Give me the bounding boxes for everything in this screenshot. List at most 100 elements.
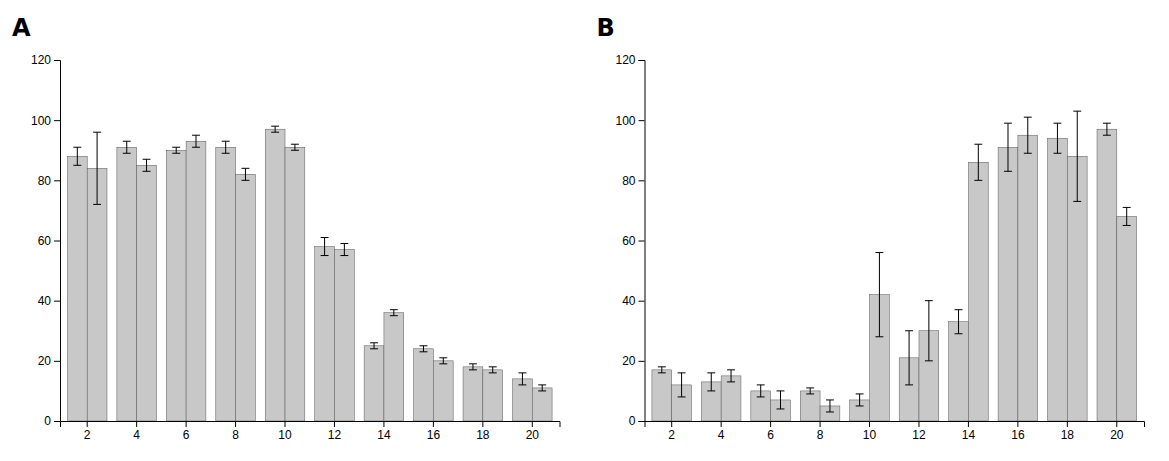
tick-mark [54,421,60,422]
error-bar [518,373,526,385]
tick-label: 20 [1110,428,1124,442]
error-bar [1073,111,1081,201]
tick-label: 8 [232,428,239,442]
bar [265,129,285,421]
tick-label: 10 [863,428,877,442]
error-bar [172,147,180,153]
tick-label: 10 [278,428,292,442]
tick-mark [639,361,645,362]
tick-label: 20 [622,354,636,368]
tick: 2 [668,421,675,442]
tick-label: 20 [38,354,52,368]
error-bar [1024,117,1032,153]
tick-mark [482,421,483,427]
tick-mark [639,241,645,242]
tick: 40 [622,294,644,308]
tick-mark [968,421,969,427]
tick-label: 80 [622,174,636,188]
x-axis: 2468101214161820 [61,421,561,442]
tick-mark [285,421,286,427]
bar [334,250,354,421]
error-bar [1123,207,1131,225]
error-bar [123,141,131,153]
tick: 100 [615,114,644,128]
tick-label: 100 [31,114,51,128]
axis-line [645,422,1145,428]
error-bar [905,331,913,385]
panel: 2468101214161820020406080100120A [12,14,560,442]
bar [652,370,672,421]
tick-mark [1116,421,1117,427]
tick-mark [54,241,60,242]
error-bar [271,126,279,132]
error-bar [469,364,477,370]
bar [721,376,741,421]
tick: 12 [912,421,926,442]
bar [1018,135,1038,421]
tick: 80 [38,174,60,188]
bar [532,388,552,421]
error-bar [707,373,715,391]
tick-label: 40 [622,294,636,308]
tick-mark [334,421,335,427]
tick-mark [54,60,60,61]
error-bar [340,244,348,256]
tick: 18 [1061,421,1075,442]
error-bar [291,144,299,150]
error-bar [826,400,834,412]
bar [384,313,404,421]
tick: 20 [38,354,60,368]
tick-label: 60 [622,234,636,248]
error-bar [390,310,398,316]
tick-label: 60 [38,234,52,248]
tick: 10 [863,421,877,442]
tick-mark [433,421,434,427]
tick: 120 [31,53,60,67]
tick-label: 120 [31,53,51,67]
error-bar [777,391,785,409]
error-bar [321,237,329,255]
tick-mark [671,421,672,427]
tick: 16 [1011,421,1025,442]
series [652,123,1117,421]
tick: 0 [629,414,645,428]
axis-line [61,422,561,428]
tick-mark [918,421,919,427]
tick-label: 18 [1061,428,1075,442]
error-bar [856,394,864,406]
error-bar [538,385,546,391]
error-bar [727,370,735,382]
axis-line [639,61,646,422]
tick: 16 [427,421,441,442]
bar [1117,216,1137,421]
error-bar [192,135,200,147]
tick: 60 [38,234,60,248]
bar [949,322,969,421]
tick: 2 [84,421,91,442]
tick: 20 [1110,421,1124,442]
tick-label: 6 [183,428,190,442]
tick-mark [383,421,384,427]
tick-mark [532,421,533,427]
bar [117,147,137,421]
bar [236,174,256,421]
tick-mark [1067,421,1068,427]
bar [364,346,384,421]
series [672,111,1137,421]
bar [968,162,988,421]
bar [186,141,206,421]
error-bar [420,346,428,352]
error-bar [489,367,497,373]
tick: 8 [817,421,824,442]
series [87,132,552,421]
bar [414,349,434,421]
tick: 10 [278,421,292,442]
tick: 20 [526,421,540,442]
error-bar [1004,123,1012,171]
tick: 14 [377,421,391,442]
tick-mark [235,421,236,427]
tick-mark [639,301,645,302]
bar [1097,129,1117,421]
tick-label: 2 [668,428,675,442]
bar [166,150,186,421]
